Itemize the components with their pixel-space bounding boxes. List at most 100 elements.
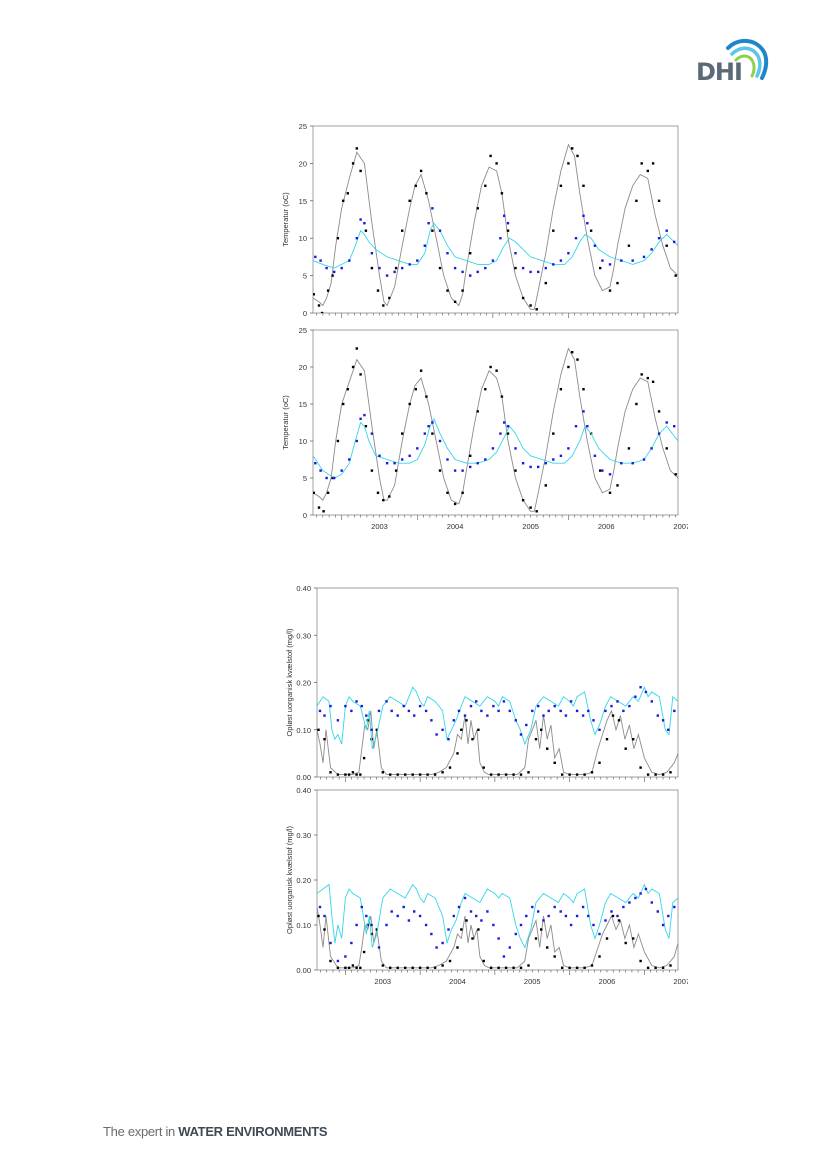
observation-point bbox=[514, 469, 517, 472]
observation-point bbox=[446, 289, 449, 292]
observation-point bbox=[317, 728, 320, 731]
observation-point bbox=[574, 237, 578, 240]
observation-point bbox=[416, 259, 419, 262]
observation-point bbox=[476, 410, 479, 413]
observation-point bbox=[480, 709, 483, 713]
observation-point bbox=[376, 289, 380, 292]
observation-point bbox=[393, 462, 396, 465]
observation-point bbox=[326, 491, 330, 494]
observation-point bbox=[656, 714, 659, 717]
observation-point bbox=[559, 184, 563, 187]
observation-point bbox=[575, 966, 579, 969]
y-axis-label: Opløst uorganisk kvælstof (mg/l) bbox=[285, 826, 294, 934]
chart-panel-4: 0.00 0.10 0.20 0.30 0.40 Opløst uorganisk kvæ… bbox=[285, 786, 690, 986]
y-axis-label: Temperatur (oC) bbox=[281, 395, 290, 450]
model-line-series-3 bbox=[317, 883, 678, 949]
observation-point bbox=[423, 432, 426, 435]
y-tick-label: 0.20 bbox=[296, 679, 311, 688]
observation-point bbox=[569, 923, 573, 927]
observation-point bbox=[593, 244, 597, 247]
observation-point bbox=[317, 914, 320, 918]
plot-frame bbox=[316, 587, 679, 778]
observation-point bbox=[495, 369, 498, 372]
observation-point bbox=[355, 773, 358, 776]
observation-point bbox=[469, 274, 472, 277]
observation-point bbox=[418, 914, 422, 918]
observation-point bbox=[639, 892, 642, 895]
observation-point bbox=[477, 928, 480, 931]
observation-point bbox=[575, 709, 579, 713]
observation-point bbox=[433, 966, 437, 969]
observation-point bbox=[537, 910, 540, 913]
observation-point bbox=[351, 771, 355, 774]
observation-point bbox=[348, 458, 351, 461]
observation-point bbox=[461, 289, 464, 292]
y-axis-label: Opløst uorganisk kvælstof (mg/l) bbox=[285, 628, 294, 736]
observation-point bbox=[446, 458, 449, 461]
observation-point bbox=[431, 421, 434, 424]
observation-point bbox=[355, 923, 358, 927]
observation-point bbox=[519, 966, 523, 969]
observation-point bbox=[491, 447, 495, 450]
observation-point bbox=[575, 914, 579, 918]
observation-point bbox=[544, 281, 547, 285]
observation-point bbox=[489, 365, 492, 369]
footer-prefix: The expert in bbox=[103, 1124, 179, 1139]
y-tick-label: 0.40 bbox=[296, 786, 311, 795]
observation-point bbox=[385, 462, 389, 465]
observation-point bbox=[350, 941, 353, 945]
observation-point bbox=[425, 192, 428, 195]
observation-point bbox=[489, 773, 493, 776]
observation-point bbox=[608, 473, 612, 476]
observation-point bbox=[552, 432, 555, 435]
observation-point bbox=[521, 499, 525, 502]
observation-point bbox=[484, 184, 487, 187]
observation-point bbox=[463, 714, 467, 717]
observation-point bbox=[419, 369, 423, 372]
plot-frame bbox=[312, 329, 679, 516]
observation-point bbox=[574, 425, 578, 428]
observation-point bbox=[364, 229, 368, 232]
observation-point bbox=[571, 351, 574, 354]
observation-point bbox=[651, 162, 655, 165]
x-tick-label: 2003 bbox=[374, 977, 391, 985]
observation-point bbox=[469, 465, 472, 469]
observation-point bbox=[521, 266, 525, 270]
observation-point bbox=[544, 462, 547, 465]
observation-point bbox=[661, 966, 665, 969]
x-tick-label: 2004 bbox=[447, 522, 464, 531]
observation-point bbox=[608, 289, 612, 292]
observation-point bbox=[502, 700, 506, 703]
observation-point bbox=[370, 469, 374, 472]
observation-point bbox=[408, 199, 411, 202]
temperature-figure: 0 5 10 15 20 25 Temperatur (oC) 0 5 10 15 20 25 Tempe… bbox=[268, 118, 690, 538]
observation-point bbox=[546, 747, 549, 750]
observation-point bbox=[567, 447, 570, 450]
x-tick-label: 2006 bbox=[598, 522, 615, 531]
observation-point bbox=[611, 914, 615, 918]
observation-point bbox=[661, 923, 665, 927]
y-tick-label: 25 bbox=[299, 326, 307, 335]
observation-point bbox=[624, 941, 627, 945]
observation-point bbox=[547, 914, 550, 918]
observation-point bbox=[425, 395, 428, 398]
observation-point bbox=[355, 237, 358, 240]
observation-point bbox=[461, 270, 464, 274]
observation-point bbox=[317, 506, 321, 509]
observation-point bbox=[553, 761, 556, 764]
observation-point bbox=[370, 923, 373, 927]
observation-point bbox=[503, 214, 506, 217]
y-tick-label: 0.00 bbox=[296, 966, 311, 975]
observation-point bbox=[469, 252, 472, 255]
observation-point bbox=[620, 462, 623, 465]
y-tick-label: 0.40 bbox=[296, 584, 311, 593]
observation-point bbox=[414, 184, 417, 187]
observation-point bbox=[646, 773, 650, 776]
observation-point bbox=[639, 766, 642, 769]
observation-point bbox=[365, 914, 368, 918]
observation-point bbox=[375, 928, 378, 931]
observation-point bbox=[561, 966, 564, 969]
observation-point bbox=[390, 709, 393, 713]
observation-point bbox=[540, 928, 543, 931]
observation-point bbox=[423, 244, 426, 247]
